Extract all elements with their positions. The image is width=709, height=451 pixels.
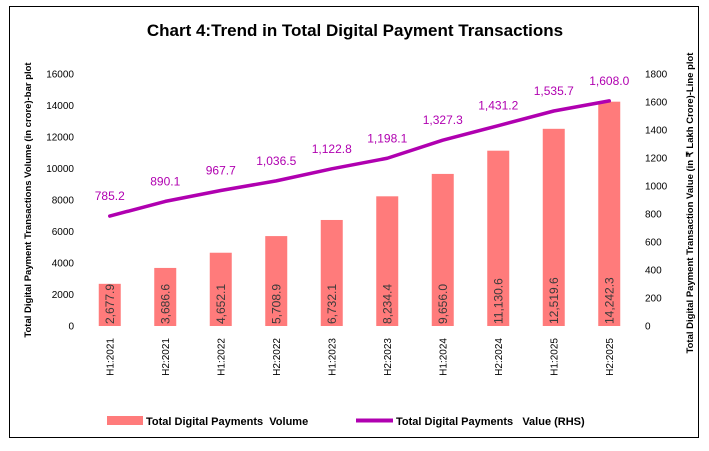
line-data-label: 785.2 [95,189,125,203]
line-data-label: 1,327.3 [423,113,463,127]
bar-data-label: 12,519.6 [547,277,561,324]
right-axis-title: Total Digital Payment Transaction Value … [685,52,696,354]
legend-bar-label: Total Digital Payments Volume [146,416,308,428]
right-tick-label: 1800 [645,70,668,81]
category-label: H1:2025 [549,338,560,376]
left-tick-label: 2000 [52,290,75,301]
bar-data-label: 8,234.4 [380,284,394,324]
right-y-axis: 0 200 400 600 800 1000 1200 1400 1600 1800 [645,70,668,333]
category-label: H2:2021 [161,338,172,376]
right-tick-label: 0 [645,322,651,333]
right-tick-label: 200 [645,294,662,305]
legend: Total Digital Payments Volume Total Digi… [107,416,585,428]
bar-data-label: 14,242.3 [602,277,616,324]
line-data-label: 1,608.0 [589,74,629,88]
left-axis-title: Total Digital Payment Transactions Volum… [23,62,34,338]
left-tick-label: 14000 [46,101,74,112]
category-label: H2:2025 [605,338,616,376]
left-tick-label: 8000 [52,196,75,207]
line-data-label: 1,198.1 [367,131,407,145]
right-tick-label: 1600 [645,98,668,109]
category-axis: H1:2021 H2:2021 H1:2022 H2:2022 H1:2023 H2:20… [105,338,616,376]
category-label: H2:2022 [272,338,283,376]
right-tick-label: 800 [645,210,662,221]
left-tick-label: 0 [68,322,74,333]
bar [431,173,454,326]
legend-bar-swatch [107,416,143,425]
line-path [108,99,611,218]
bar [320,219,343,326]
line-data-label: 1,535.7 [534,84,574,98]
bar-data-label: 4,652.1 [214,284,228,324]
bar-data-label: 11,130.6 [491,278,505,324]
line-data-label: 1,122.8 [312,142,352,156]
line-data-label: 890.1 [150,174,180,188]
bar [598,101,621,326]
chart-title: Chart 4:Trend in Total Digital Payment T… [147,21,563,40]
bar [265,236,288,326]
bar-data-label: 3,686.6 [158,284,172,324]
category-label: H1:2021 [105,338,116,376]
left-tick-label: 6000 [52,227,75,238]
category-label: H2:2024 [494,338,505,376]
left-tick-label: 4000 [52,259,75,270]
bar-data-label: 9,656.0 [436,284,450,324]
left-tick-label: 16000 [46,70,74,81]
bar-data-label: 2,677.9 [103,284,117,324]
right-tick-label: 1400 [645,126,668,137]
bar [209,252,232,326]
line-data-label: 967.7 [206,164,236,178]
left-tick-label: 10000 [46,164,74,175]
bar [542,128,565,326]
line-data-label: 1,036.5 [256,154,296,168]
bar-series: 2,677.9 3,686.6 4,652.1 5,708.9 6,732.1 8,234… [98,101,621,326]
category-label: H1:2024 [438,338,449,376]
bar [154,267,177,326]
bar-data-label: 5,708.9 [269,284,283,324]
line-data-label: 1,431.2 [478,99,518,113]
left-tick-label: 12000 [46,133,74,144]
bar [98,283,121,326]
right-tick-label: 600 [645,238,662,249]
line-series: 785.2 890.1 967.7 1,036.5 1,122.8 1,198.1 1,32… [95,74,630,218]
left-y-axis: 0 2000 4000 6000 8000 10000 12000 14000 16000 [46,70,74,333]
right-tick-label: 400 [645,266,662,277]
chart-frame [9,6,699,438]
category-label: H1:2022 [216,338,227,376]
category-label: H1:2023 [327,338,338,376]
right-tick-label: 1200 [645,154,668,165]
bar-data-label: 6,732.1 [325,284,339,324]
right-tick-label: 1000 [645,182,668,193]
bar [376,196,399,326]
bar [487,150,510,326]
category-label: H2:2023 [383,338,394,376]
legend-line-label: Total Digital Payments Value (RHS) [396,416,585,428]
